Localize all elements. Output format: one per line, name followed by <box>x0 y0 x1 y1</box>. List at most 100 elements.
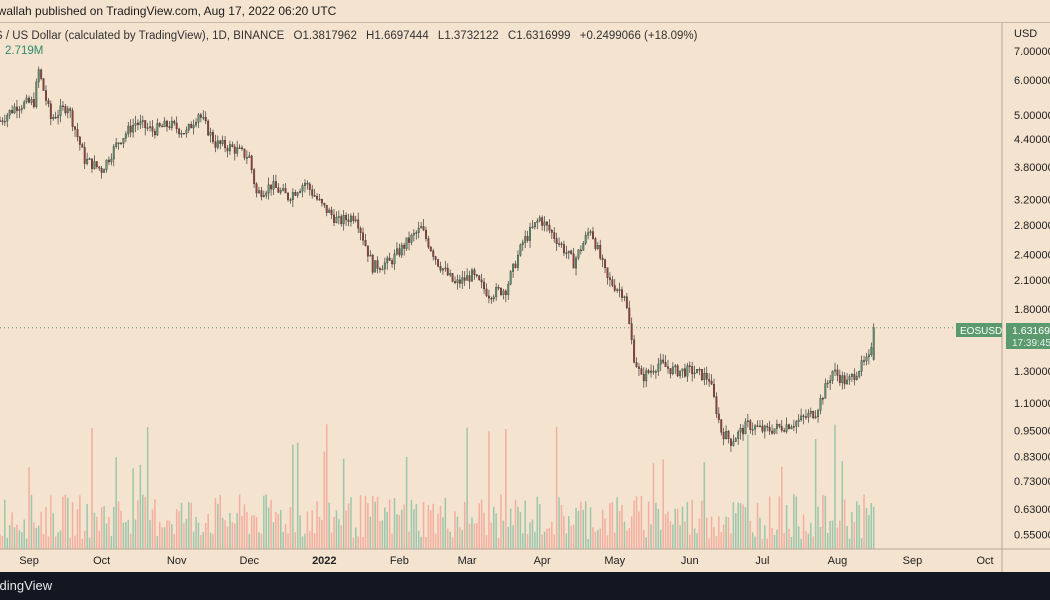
volume-bar <box>480 499 483 549</box>
volume-bar <box>434 533 437 549</box>
volume-bar <box>25 538 28 549</box>
volume-bar <box>647 501 650 549</box>
x-tick-label: Jul <box>755 555 769 567</box>
candle-body <box>37 69 40 83</box>
volume-bar <box>839 520 841 549</box>
symbol-tag-bg <box>956 323 1002 337</box>
volume-bar <box>783 533 785 549</box>
candle-body <box>630 323 633 340</box>
candle-body <box>575 257 577 269</box>
volume-bar <box>357 536 359 549</box>
volume-bar <box>59 530 62 549</box>
volume-bar <box>241 515 243 549</box>
volume-bar <box>797 526 800 549</box>
volume-bar <box>260 533 263 549</box>
volume-bar <box>171 524 173 549</box>
candle-body <box>253 169 256 185</box>
volume-bar <box>173 533 176 549</box>
volume-bar <box>628 527 631 549</box>
symbol-tag: EOSUSD <box>960 326 1002 337</box>
candle-body <box>495 287 498 298</box>
candle-body <box>826 382 829 385</box>
candle-body <box>132 125 135 133</box>
candles <box>0 66 875 452</box>
volume-bar <box>507 526 510 549</box>
candle-body <box>88 158 91 160</box>
volume-bar <box>103 506 105 549</box>
volume-bar <box>287 533 289 549</box>
volume-bar <box>587 538 589 549</box>
volume-bar <box>154 499 156 549</box>
volume-bar <box>350 497 352 549</box>
volume-bar <box>137 500 139 549</box>
volume-bar <box>250 515 253 549</box>
candlestick-chart[interactable]: USD 7.00000 6.00000 5.00000 4.40000 3.80000 3… <box>0 23 1050 572</box>
volume-bar <box>705 517 708 549</box>
volume-bar <box>555 426 558 549</box>
candle-body <box>11 109 14 114</box>
volume-bar <box>459 527 461 549</box>
candle-body <box>664 362 667 367</box>
y-tick-label: 4.40000 <box>1014 134 1050 146</box>
candle-body <box>792 425 795 428</box>
candle-body <box>519 244 522 256</box>
candle-body <box>454 281 456 284</box>
candle-body <box>403 244 406 249</box>
candle-body <box>458 279 461 284</box>
volume-bar <box>231 522 234 549</box>
candle-body <box>122 137 125 144</box>
candle-body <box>456 279 459 284</box>
candle-body <box>207 120 210 136</box>
candle-body <box>168 126 171 128</box>
price-axis[interactable]: USD 7.00000 6.00000 5.00000 4.40000 3.80000 3… <box>1014 28 1050 542</box>
candle-body <box>400 244 403 256</box>
candle-body <box>623 296 626 298</box>
candle-body <box>107 159 110 163</box>
candle-body <box>359 228 362 233</box>
volume-bar <box>212 533 214 549</box>
candle-body <box>703 373 706 381</box>
candle-body <box>538 217 541 222</box>
candle-body <box>843 375 846 385</box>
candle-body <box>739 427 742 433</box>
candle-body <box>408 237 410 243</box>
volume-bar <box>217 503 219 549</box>
volume-bar <box>829 520 831 549</box>
candle-body <box>795 421 798 427</box>
volume-bar <box>427 504 430 549</box>
candle-body <box>103 169 106 173</box>
volume-bar <box>657 509 660 549</box>
candle-body <box>599 245 602 259</box>
candle-body <box>376 260 379 269</box>
tradingview-logo[interactable]: radingView <box>0 578 53 593</box>
x-tick-label: Feb <box>390 555 409 567</box>
volume-bar <box>374 501 376 549</box>
time-axis[interactable]: Sep Oct Nov Dec 2022 Feb Mar Apr May Jun Jul Aug Sep… <box>19 555 993 567</box>
candle-body <box>366 245 369 257</box>
volume-bar <box>568 516 570 549</box>
candle-body <box>342 215 345 225</box>
candle-body <box>262 195 265 197</box>
candle-body <box>163 120 166 128</box>
volume-bar <box>309 531 311 549</box>
candle-body <box>713 383 715 397</box>
volume-bar <box>476 522 478 549</box>
volume-bar <box>805 531 807 549</box>
legend-change: +0.2499066 (+18.09%) <box>580 30 698 42</box>
candle-body <box>30 99 33 103</box>
candle-body <box>221 139 224 144</box>
volume-bar <box>393 498 396 549</box>
volume-bar <box>437 513 439 549</box>
volume-bar <box>355 527 357 549</box>
candle-body <box>645 370 648 382</box>
candle-body <box>318 198 321 201</box>
candle-body <box>475 274 478 277</box>
candle-body <box>236 147 239 154</box>
candle-body <box>369 254 372 257</box>
volume-bar <box>54 536 57 549</box>
volume-bar <box>599 528 601 549</box>
candle-body <box>316 196 319 200</box>
candle-body <box>335 216 338 223</box>
x-tick-label: Sep <box>19 555 39 567</box>
candle-body <box>69 108 72 111</box>
